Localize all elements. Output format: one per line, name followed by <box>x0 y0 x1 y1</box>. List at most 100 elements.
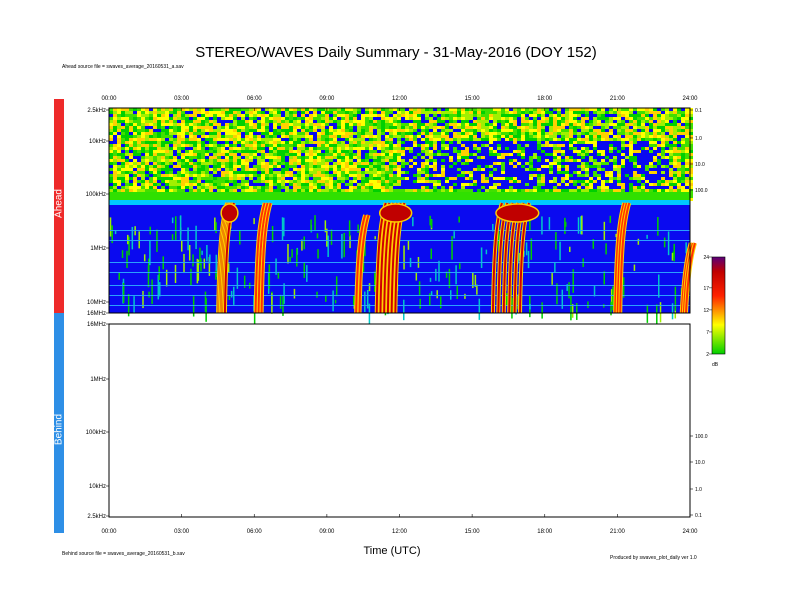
spectrogram-cell <box>465 126 469 129</box>
spectrogram-cell <box>449 129 453 132</box>
spectrogram-cell <box>217 189 221 192</box>
spectrogram-cell <box>245 123 249 126</box>
spectrogram-cell <box>393 126 397 129</box>
spectrogram-cell <box>317 189 321 192</box>
spectrogram-cell <box>333 186 337 189</box>
spectrogram-cell <box>293 135 297 138</box>
spectrogram-cell <box>337 162 341 165</box>
spectrogram-streak <box>569 246 571 252</box>
spectrogram-cell <box>425 135 429 138</box>
spectrogram-cell <box>333 147 337 150</box>
spectrogram-cell <box>557 165 561 168</box>
spectrogram-cell <box>137 108 141 111</box>
spectrogram-cell <box>393 156 397 159</box>
spectrogram-cell <box>557 177 561 180</box>
spectrogram-cell <box>233 150 237 153</box>
spectrogram-cell <box>561 126 565 129</box>
spectrogram-cell <box>221 132 225 135</box>
spectrogram-cell <box>109 138 113 141</box>
spectrogram-cell <box>337 144 341 147</box>
spectrogram-cell <box>249 138 253 141</box>
spectrogram-cell <box>461 147 465 150</box>
spectrogram-cell <box>137 150 141 153</box>
spectrogram-cell <box>321 129 325 132</box>
spectrogram-cell <box>629 156 633 159</box>
spectrogram-cell <box>137 111 141 114</box>
spectrogram-cell <box>405 132 409 135</box>
spectrogram-cell <box>289 189 293 192</box>
spectrogram-cell <box>241 120 245 123</box>
spectrogram-cell <box>277 114 281 117</box>
spectrogram-cell <box>249 165 253 168</box>
spectrogram-cell <box>453 168 457 171</box>
spectrogram-cell <box>261 162 265 165</box>
spectrogram-cell <box>613 135 617 138</box>
burst-head <box>220 203 239 223</box>
spectrogram-cell <box>373 153 377 156</box>
spectrogram-cell <box>293 117 297 120</box>
spectrogram-cell <box>309 171 313 174</box>
spectrogram-cell <box>225 168 229 171</box>
spectrogram-cell <box>449 141 453 144</box>
spectrogram-cell <box>421 150 425 153</box>
spectrogram-cell <box>129 150 133 153</box>
spectrogram-cell <box>625 177 629 180</box>
interference-line <box>109 285 690 286</box>
spectrogram-cell <box>365 186 369 189</box>
spectrogram-cell <box>193 171 197 174</box>
spectrogram-cell <box>113 147 117 150</box>
spectrogram-cell <box>293 129 297 132</box>
spectrogram-cell <box>117 162 121 165</box>
spectrogram-cell <box>185 183 189 186</box>
spectrogram-cell <box>229 126 233 129</box>
spectrogram-cell <box>557 162 561 165</box>
spectrogram-cell <box>213 123 217 126</box>
spectrogram-cell <box>229 174 233 177</box>
spectrogram-cell <box>665 165 669 168</box>
spectrogram-cell <box>621 159 625 162</box>
spectrogram-cell <box>661 141 665 144</box>
spectrogram-cell <box>485 117 489 120</box>
spectrogram-cell <box>125 150 129 153</box>
spectrogram-cell <box>129 108 133 111</box>
spectrogram-cell <box>525 150 529 153</box>
spectrogram-cell <box>137 117 141 120</box>
spectrogram-cell <box>189 153 193 156</box>
spectrogram-cell <box>573 126 577 129</box>
spectrogram-cell <box>561 165 565 168</box>
spectrogram-cell <box>205 111 209 114</box>
spectrogram-cell <box>249 108 253 111</box>
spectrogram-cell <box>377 114 381 117</box>
spectrogram-cell <box>121 135 125 138</box>
spectrogram-cell <box>445 129 449 132</box>
spectrogram-cell <box>453 138 457 141</box>
spectrogram-cell <box>145 123 149 126</box>
spectrogram-cell <box>173 147 177 150</box>
spectrogram-cell <box>409 108 413 111</box>
spectrogram-cell <box>357 123 361 126</box>
spectrogram-cell <box>525 177 529 180</box>
spectrogram-cell <box>425 168 429 171</box>
spectrogram-cell <box>161 147 165 150</box>
spectrogram-cell <box>169 186 173 189</box>
spectrogram-cell <box>209 126 213 129</box>
spectrogram-cell <box>301 123 305 126</box>
spectrogram-cell <box>501 156 505 159</box>
spectrogram-cell <box>137 135 141 138</box>
spectrogram-cell <box>329 117 333 120</box>
spectrogram-cell <box>689 180 693 183</box>
spectrogram-cell <box>253 117 257 120</box>
spectrogram-cell <box>433 171 437 174</box>
spectrogram-cell <box>201 141 205 144</box>
spectrogram-cell <box>305 171 309 174</box>
spectrogram-cell <box>409 150 413 153</box>
spectrogram-cell <box>509 114 513 117</box>
spectrogram-cell <box>477 150 481 153</box>
spectrogram-cell <box>553 168 557 171</box>
spectrogram-cell <box>205 156 209 159</box>
spectrogram-cell <box>573 117 577 120</box>
spectrogram-cell <box>473 117 477 120</box>
spectrogram-cell <box>573 114 577 117</box>
spectrogram-cell <box>513 150 517 153</box>
spectrogram-cell <box>461 168 465 171</box>
